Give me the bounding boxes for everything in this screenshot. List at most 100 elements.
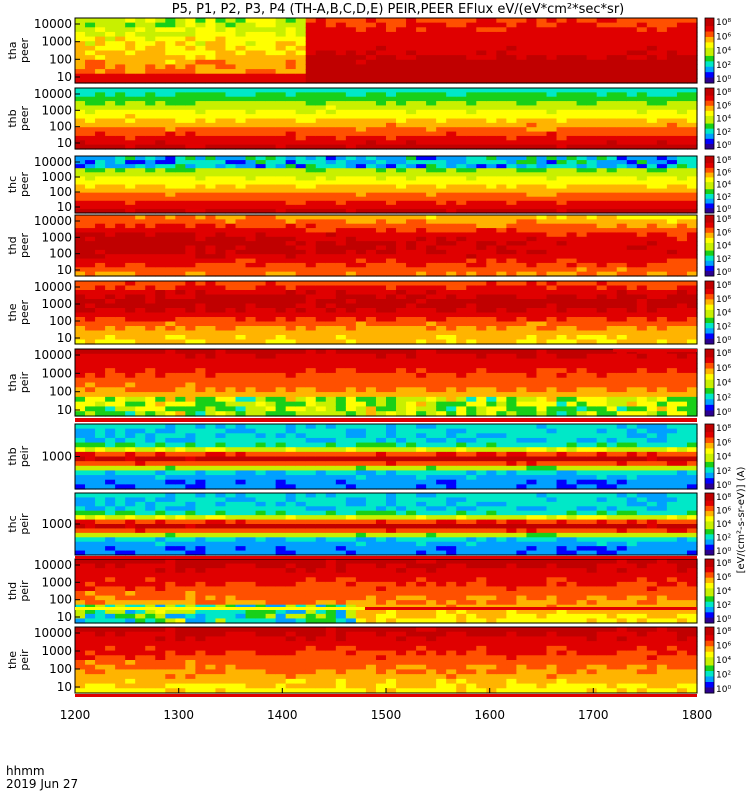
heatmap-cell [386,114,397,120]
heatmap-cell [175,144,186,150]
heatmap-cell [85,27,96,33]
heatmap-cell [215,140,227,146]
heatmap-cell [426,215,437,220]
heatmap-cell [596,200,608,206]
heatmap-cell [375,377,387,384]
heatmap-cell [636,27,648,33]
heatmap-cell [386,59,397,66]
heatmap-cell [245,382,257,388]
heatmap-cell [456,156,467,161]
heatmap-cell [446,180,457,186]
heatmap-cell [185,411,196,417]
heatmap-cell [636,36,648,42]
heatmap-cell [85,353,96,360]
heatmap-cell [185,281,196,287]
heatmap-cell [586,339,598,345]
heatmap-cell [396,22,407,28]
heatmap-cell [375,135,387,141]
heatmap-cell [135,358,146,364]
heatmap-cell [305,258,317,264]
heatmap-cell [275,164,287,169]
heatmap-cell [396,312,407,318]
heatmap-cell [145,144,156,150]
heatmap-cell [576,285,588,291]
heatmap-cell [125,262,136,268]
heatmap-cell [135,36,146,42]
heatmap-cell [185,317,196,323]
heatmap-cell [596,50,608,56]
heatmap-cell [496,335,507,341]
heatmap-cell [165,228,176,234]
heatmap-cell [345,321,357,327]
heatmap-cell [355,382,367,388]
heatmap-cell [75,22,86,28]
heatmap-cell [175,41,186,47]
heatmap-cell [285,303,297,309]
heatmap-cell [195,406,207,412]
heatmap-cell [235,326,247,332]
heatmap-cell [265,196,277,202]
heatmap-cell [185,101,196,107]
heatmap-cell [586,114,598,120]
heatmap-cell [115,200,126,206]
heatmap-cell [646,196,658,202]
heatmap-cell [476,27,487,33]
heatmap-cell [466,326,477,332]
heatmap-cell [656,262,668,268]
heatmap-cell [115,156,126,161]
heatmap-cell [75,31,86,38]
heatmap-cell [245,122,257,128]
heatmap-cell [546,312,558,318]
heatmap-cell [95,245,106,251]
heatmap-cell [225,281,237,287]
heatmap-cell [115,22,126,28]
heatmap-cell [95,140,106,146]
heatmap-cell [285,204,297,210]
heatmap-cell [636,196,648,202]
heatmap-cell [476,131,487,137]
heatmap-cell [355,50,367,56]
heatmap-cell [616,204,628,210]
heatmap-cell [155,401,166,408]
heatmap-cell [335,326,347,332]
heatmap-cell [516,55,528,61]
heatmap-cell [496,168,507,173]
heatmap-cell [586,55,598,61]
heatmap-cell [135,349,146,355]
heatmap-cell [476,241,487,247]
colorbar-tick: 10⁴ [716,309,731,319]
heatmap-cell [335,41,347,47]
heatmap-cell [686,196,698,202]
heatmap-cell [305,88,317,93]
heatmap-cell [456,308,467,314]
heatmap-cell [636,105,648,111]
heatmap-cell [596,109,608,115]
heatmap-cell [215,45,227,52]
heatmap-cell [426,50,437,56]
heatmap-cell [85,41,96,47]
heatmap-cell [115,122,126,128]
heatmap-cell [666,105,678,111]
heatmap-cell [446,215,457,220]
heatmap-cell [386,31,397,38]
heatmap-cell [676,64,688,70]
heatmap-cell [546,36,558,42]
heatmap-cell [225,55,237,61]
heatmap-cell [516,69,528,75]
heatmap-cell [636,245,648,251]
heatmap-cell [456,330,467,336]
heatmap-cell [526,308,538,314]
heatmap-cell [325,392,337,398]
heatmap-cell [576,78,588,84]
heatmap-cell [155,232,166,238]
heatmap-cell [666,131,678,137]
heatmap-cell [626,188,638,194]
heatmap-cell [375,396,387,403]
heatmap-cell [105,245,116,251]
heatmap-cell [335,267,347,273]
heatmap-cell [305,406,317,412]
heatmap-cell [105,392,116,398]
heatmap-cell [185,368,196,374]
heatmap-cell [225,223,237,229]
heatmap-cell [185,135,196,141]
